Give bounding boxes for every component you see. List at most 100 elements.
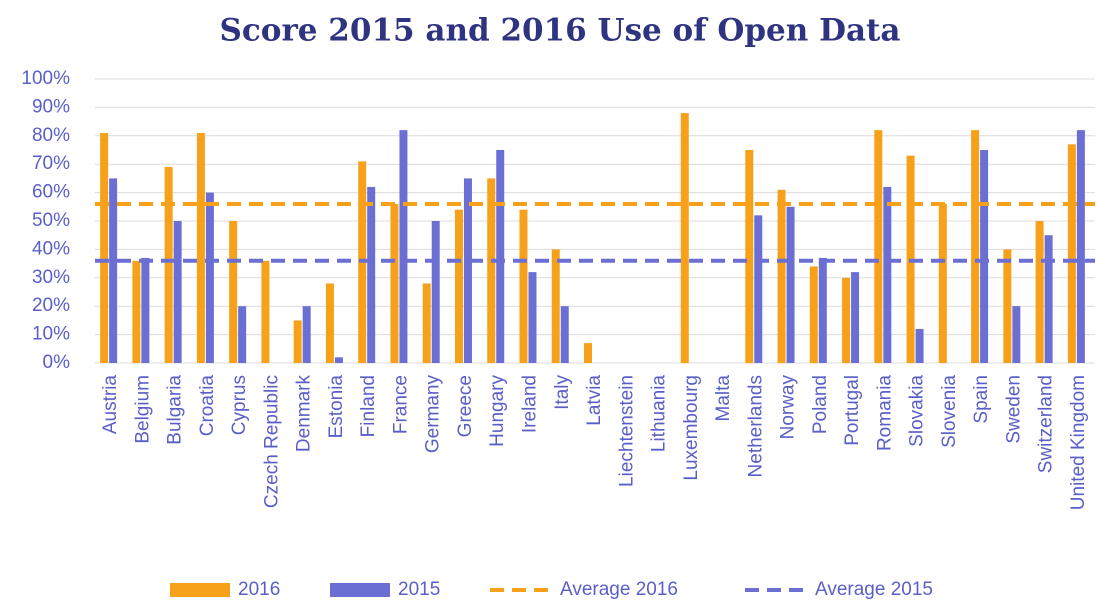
x-tick-label: Germany [423, 375, 444, 454]
y-tick-label: 50% [32, 210, 70, 231]
y-tick-label: 20% [32, 295, 70, 316]
bar [874, 130, 883, 363]
bar [560, 306, 569, 363]
bar [109, 178, 118, 363]
x-tick-label: Hungary [487, 375, 508, 447]
bar [164, 167, 173, 363]
bar [680, 113, 689, 363]
y-tick-label: 30% [32, 267, 70, 288]
y-tick-label: 0% [43, 352, 71, 373]
bar [971, 130, 980, 363]
bar [302, 306, 311, 363]
legend-label: Average 2015 [815, 579, 933, 600]
legend-label: 2015 [398, 579, 440, 600]
bar [487, 178, 496, 363]
bar [883, 186, 892, 363]
chart-title: Score 2015 and 2016 Use of Open Data [220, 13, 901, 49]
x-tick-label: Croatia [197, 375, 218, 437]
bar [809, 266, 818, 363]
x-tick-label: Norway [778, 375, 799, 440]
x-tick-label: Italy [552, 375, 573, 410]
bar [1067, 144, 1076, 363]
x-tick-label: Bulgaria [165, 375, 186, 445]
x-tick-label: Latvia [584, 375, 605, 426]
bar [173, 221, 182, 363]
bar [229, 221, 238, 363]
bar [551, 249, 560, 363]
y-tick-label: 100% [21, 68, 70, 89]
bar [132, 260, 141, 363]
x-tick-label: Finland [358, 375, 379, 437]
x-tick-label: Malta [713, 375, 734, 422]
bar [205, 192, 214, 363]
x-tick-label: Spain [971, 375, 992, 424]
bar [141, 257, 150, 363]
bar [367, 186, 376, 363]
bar [1044, 235, 1053, 363]
bar [325, 283, 334, 363]
bar [818, 257, 827, 363]
x-tick-label: United Kingdom [1068, 375, 1089, 510]
x-tick-label: Denmark [294, 375, 315, 453]
bar [851, 272, 860, 363]
bar [261, 260, 270, 363]
y-tick-label: 90% [32, 96, 70, 117]
x-tick-label: Austria [100, 375, 121, 435]
legend-swatch [170, 583, 230, 597]
x-tick-label: Netherlands [745, 375, 766, 477]
bar [422, 283, 431, 363]
bar [496, 150, 505, 363]
x-tick-label: Lithuania [649, 375, 670, 453]
x-tick-label: Liechtenstein [616, 375, 637, 487]
x-tick-label: Belgium [132, 375, 153, 444]
bar [196, 132, 205, 363]
bar [454, 209, 463, 363]
x-tick-label: Sweden [1003, 375, 1024, 444]
x-tick-label: Ireland [519, 375, 540, 433]
x-tick-label: Cyprus [229, 375, 250, 435]
bar [938, 203, 947, 363]
bar [519, 209, 528, 363]
legend-label: Average 2016 [560, 579, 678, 600]
x-tick-label: Romania [874, 375, 895, 451]
bar [293, 320, 302, 363]
y-tick-label: 60% [32, 182, 70, 203]
legend-label: 2016 [238, 579, 280, 600]
x-tick-label: Slovakia [907, 375, 928, 447]
bar [463, 178, 472, 363]
y-tick-label: 80% [32, 125, 70, 146]
bar [754, 215, 763, 363]
bar [915, 328, 924, 363]
bar [786, 206, 795, 363]
x-tick-label: Greece [455, 375, 476, 437]
x-tick-label: Czech Republic [261, 375, 282, 508]
bar [1035, 221, 1044, 363]
bar [584, 343, 592, 363]
bar [399, 130, 408, 363]
x-tick-label: Switzerland [1036, 375, 1057, 473]
legend-swatch [330, 583, 390, 597]
bar [1012, 306, 1021, 363]
bar [334, 357, 343, 363]
x-tick-label: Portugal [842, 375, 863, 446]
x-tick-label: Luxembourg [681, 375, 702, 481]
y-tick-label: 10% [32, 324, 70, 345]
bar [238, 306, 247, 363]
y-tick-label: 70% [32, 153, 70, 174]
bar [842, 277, 851, 363]
bar [745, 150, 754, 363]
bar [777, 189, 786, 363]
bar [1003, 249, 1012, 363]
bar [980, 150, 989, 363]
x-tick-label: Poland [810, 375, 831, 434]
bar [528, 272, 537, 363]
bar [100, 132, 109, 363]
x-tick-label: France [390, 375, 411, 434]
x-tick-label: Estonia [326, 375, 347, 439]
x-tick-label: Slovenia [939, 375, 960, 448]
y-tick-label: 40% [32, 238, 70, 259]
bar [1076, 130, 1085, 363]
bar [390, 203, 399, 363]
bar [431, 221, 440, 363]
